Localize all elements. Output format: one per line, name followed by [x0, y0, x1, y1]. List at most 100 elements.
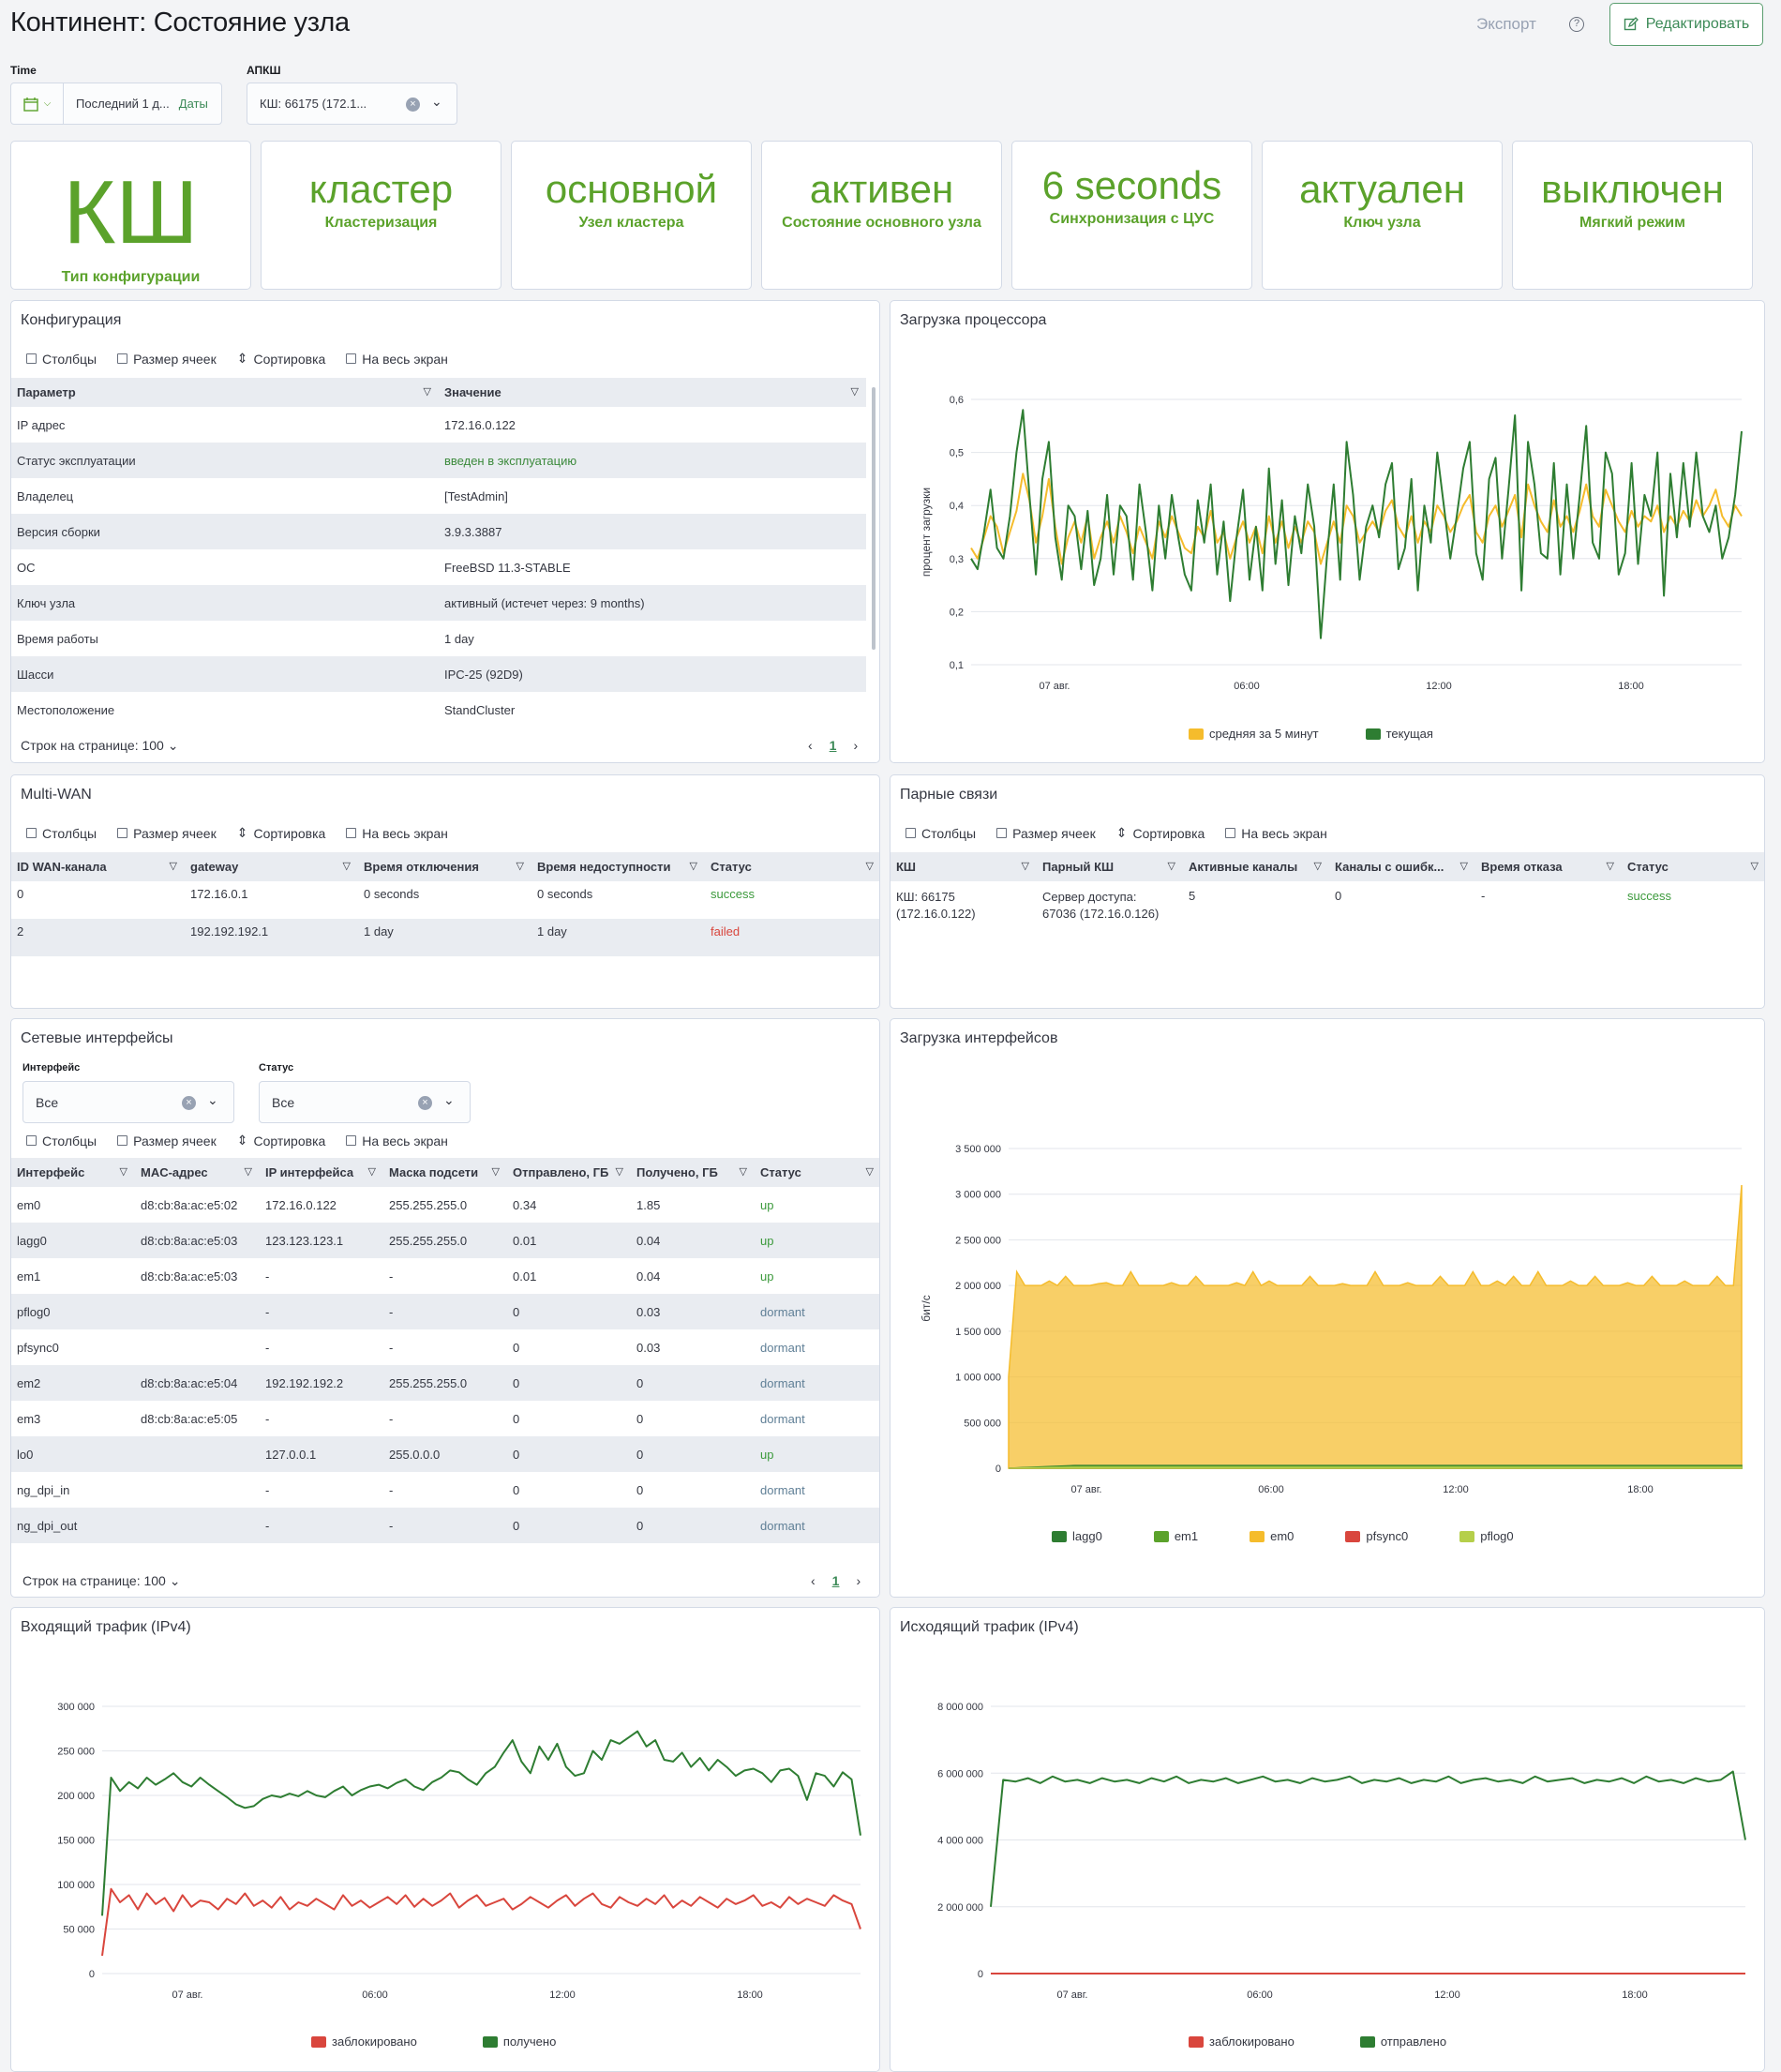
series-line-получено — [101, 1730, 861, 1916]
legend-item[interactable]: текущая — [1365, 727, 1433, 741]
column-header[interactable]: MAC-адрес ▽ — [135, 1158, 260, 1187]
table-cell: em2 — [11, 1365, 135, 1401]
column-header-parameter[interactable]: Параметр ▽ — [11, 378, 439, 407]
table-row: Шасси IPC-25 (92D9) — [11, 656, 866, 692]
table-cell: em0 — [17, 1197, 41, 1212]
column-header-value[interactable]: Значение ▽ — [439, 378, 866, 407]
table-row: pfsync0 - - 0 0.03 dormant — [11, 1329, 879, 1365]
page-number[interactable]: 1 — [829, 738, 837, 753]
rows-per-page[interactable]: Строк на странице: 100 ⌄ — [22, 1573, 181, 1588]
export-link[interactable]: Экспорт — [1476, 15, 1536, 33]
fullscreen-button[interactable]: На весь экран — [346, 825, 448, 841]
fullscreen-button[interactable]: На весь экран — [346, 351, 448, 367]
table-cell: lagg0 — [11, 1223, 135, 1258]
table-row: 2 192.192.192.1 1 day 1 day failed — [11, 919, 879, 956]
legend-item[interactable]: заблокировано — [311, 2034, 417, 2049]
column-header[interactable]: Активные каналы ▽ — [1183, 852, 1329, 881]
column-header[interactable]: Время недоступности ▽ — [531, 852, 705, 881]
help-icon[interactable]: ? — [1569, 17, 1584, 32]
column-header[interactable]: Статус ▽ — [755, 1158, 879, 1187]
clear-icon[interactable]: × — [182, 1096, 196, 1110]
chevron-down-icon[interactable]: ⌄ — [431, 94, 442, 109]
column-header[interactable]: Отправлено, ГБ ▽ — [507, 1158, 631, 1187]
status-filter-value: Все — [272, 1094, 295, 1110]
columns-icon — [905, 828, 916, 838]
column-header[interactable]: Статус ▽ — [705, 852, 879, 881]
cellsize-button[interactable]: Размер ячеек — [117, 825, 217, 841]
column-header[interactable]: КШ ▽ — [890, 852, 1037, 881]
chevron-down-icon: ▽ — [739, 1166, 747, 1178]
cpu-chart: 0,1 0,2 0,3 0,4 0,5 0,6 07 авг. 06:00 12:00 18:00… — [920, 395, 1743, 692]
table-cell — [135, 1329, 260, 1365]
columns-button[interactable]: Столбцы — [26, 825, 97, 841]
table-cell: 192.192.192.1 — [185, 919, 358, 956]
time-range-value[interactable]: Последний 1 д... — [76, 97, 170, 111]
column-header[interactable]: Парный КШ ▽ — [1037, 852, 1183, 881]
y-tick-label: 0,4 — [950, 501, 964, 512]
apksh-select[interactable]: КШ: 66175 (172.1... × ⌄ — [247, 83, 457, 125]
column-header[interactable]: Интерфейс ▽ — [11, 1158, 135, 1187]
cellsize-button[interactable]: Размер ячеек — [996, 825, 1096, 841]
sort-button[interactable]: ⇕ Сортировка — [236, 825, 326, 841]
legend-item[interactable]: em0 — [1250, 1529, 1294, 1543]
cellsize-button[interactable]: Размер ячеек — [117, 351, 217, 367]
column-header[interactable]: ID WAN-канала ▽ — [11, 852, 185, 881]
status-filter-select[interactable]: Все × ⌄ — [259, 1081, 471, 1123]
columns-button[interactable]: Столбцы — [905, 825, 976, 841]
table-cell: success — [711, 887, 755, 901]
column-header[interactable]: Время отключения ▽ — [358, 852, 531, 881]
table-cell: 0 — [17, 887, 24, 901]
legend-item[interactable]: em1 — [1153, 1529, 1198, 1543]
column-header[interactable]: Каналы с ошибк... ▽ — [1329, 852, 1475, 881]
inbound-legend: заблокировано получено — [311, 2034, 556, 2049]
legend-item[interactable]: pfsync0 — [1345, 1529, 1408, 1543]
rows-per-page[interactable]: Строк на странице: 100 ⌄ — [21, 738, 179, 753]
column-header[interactable]: IP интерфейса ▽ — [260, 1158, 383, 1187]
page-number[interactable]: 1 — [831, 1573, 840, 1588]
chevron-down-icon[interactable]: ⌄ — [207, 1092, 218, 1107]
config-table: Параметр ▽ Значение ▽ IP адрес 172.16.0.122… — [11, 378, 866, 728]
column-header[interactable]: Маска подсети ▽ — [383, 1158, 507, 1187]
legend-item[interactable]: отправлено — [1359, 2034, 1446, 2049]
y-tick-label: 100 000 — [57, 1880, 95, 1891]
iface-filter-select[interactable]: Все × ⌄ — [22, 1081, 234, 1123]
table-cell — [135, 1508, 260, 1543]
dates-link[interactable]: Даты — [178, 97, 208, 111]
legend-item[interactable]: lagg0 — [1052, 1529, 1102, 1543]
time-filter[interactable]: ⌵ Последний 1 д... Даты — [10, 83, 222, 125]
edit-button[interactable]: Редактировать — [1609, 3, 1763, 46]
sort-button[interactable]: ⇕ Сортировка — [1115, 825, 1205, 841]
x-tick-label: 06:00 — [362, 1989, 388, 2001]
prev-page-button[interactable]: ‹ — [811, 1573, 816, 1588]
metric-card: 6 seconds Синхронизация с ЦУС — [1011, 141, 1252, 290]
fullscreen-button[interactable]: На весь экран — [346, 1133, 448, 1149]
next-page-button[interactable]: › — [856, 1573, 861, 1588]
sort-button[interactable]: ⇕ Сортировка — [236, 1133, 326, 1149]
legend-item[interactable]: средняя за 5 минут — [1189, 727, 1319, 741]
columns-button[interactable]: Столбцы — [26, 1133, 97, 1149]
legend-item[interactable]: получено — [482, 2034, 556, 2049]
metric-card: основной Узел кластера — [511, 141, 752, 290]
column-header[interactable]: Время отказа ▽ — [1475, 852, 1622, 881]
clear-icon[interactable]: × — [406, 98, 420, 112]
column-header[interactable]: gateway ▽ — [185, 852, 358, 881]
apksh-filter-label: АПКШ — [247, 64, 281, 77]
table-cell: 255.255.255.0 — [389, 1197, 468, 1212]
cellsize-button[interactable]: Размер ячеек — [117, 1133, 217, 1149]
next-page-button[interactable]: › — [853, 738, 859, 753]
clear-icon[interactable]: × — [418, 1096, 432, 1110]
scrollbar[interactable] — [870, 378, 877, 725]
scrollbar-thumb[interactable] — [872, 387, 876, 650]
multiwan-toolbar: Столбцы Размер ячеек ⇕ Сортировка На весь… — [26, 825, 448, 841]
columns-button[interactable]: Столбцы — [26, 351, 97, 367]
metric-value: выключен — [1541, 167, 1724, 211]
prev-page-button[interactable]: ‹ — [808, 738, 813, 753]
column-header[interactable]: Получено, ГБ ▽ — [631, 1158, 755, 1187]
legend-item[interactable]: pflog0 — [1459, 1529, 1514, 1543]
sort-button[interactable]: ⇕ Сортировка — [237, 351, 326, 367]
fullscreen-button[interactable]: На весь экран — [1225, 825, 1327, 841]
calendar-button[interactable]: ⌵ — [11, 83, 64, 124]
chevron-down-icon[interactable]: ⌄ — [443, 1092, 455, 1107]
legend-item[interactable]: заблокировано — [1189, 2034, 1295, 2049]
column-header[interactable]: Статус ▽ — [1622, 852, 1764, 881]
